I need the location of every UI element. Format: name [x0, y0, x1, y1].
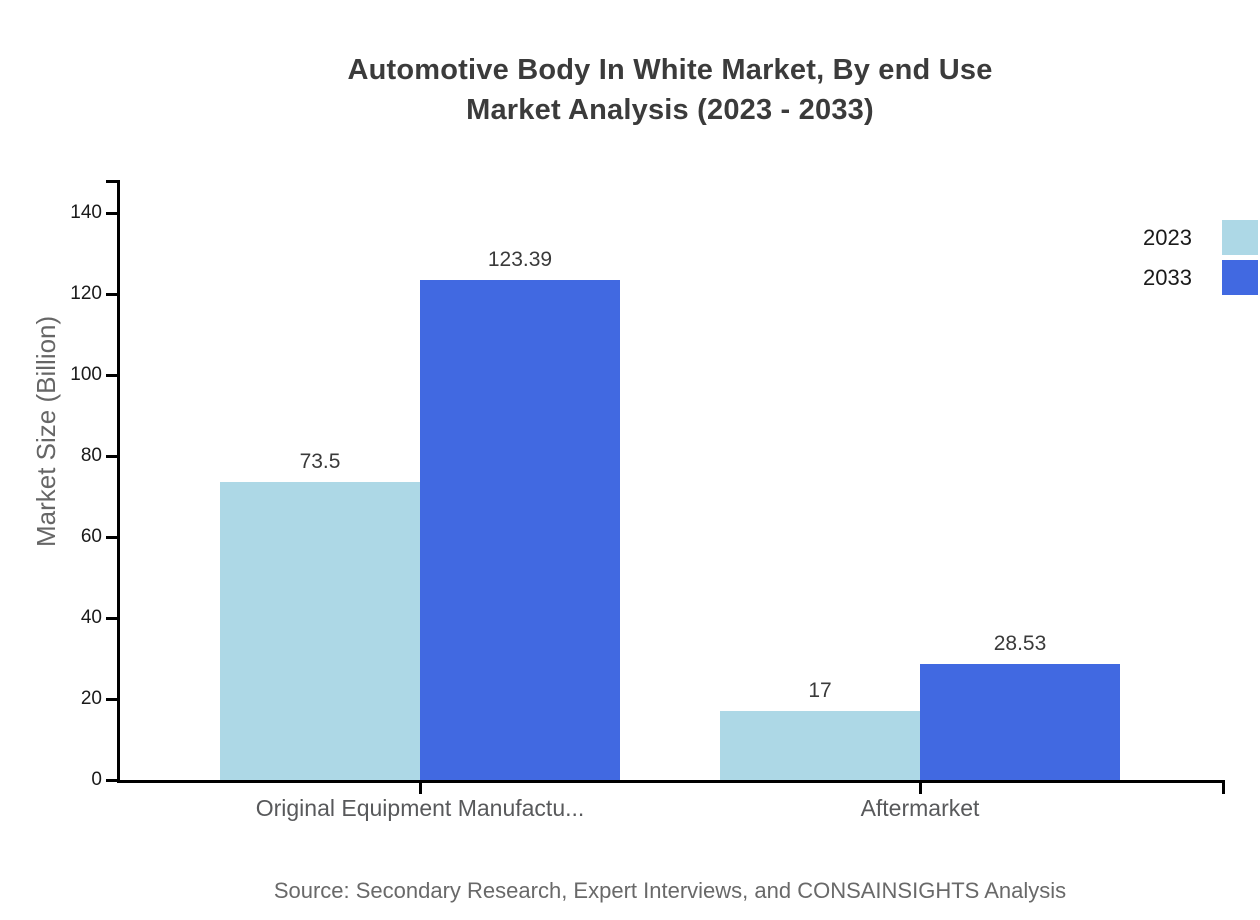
legend-swatch-2023 [1222, 220, 1258, 255]
y-axis-tick [106, 617, 117, 620]
legend-label: 2023 [1143, 225, 1192, 250]
y-axis-tick [106, 374, 117, 377]
y-axis-tick-label: 40 [80, 607, 102, 628]
bar-2023-oem[interactable] [220, 482, 420, 780]
x-axis-end-tick [1222, 783, 1225, 794]
bar-2033-oem[interactable] [420, 280, 620, 780]
bar-value-label: 17 [808, 679, 832, 703]
y-axis-tick-label: 0 [91, 769, 102, 790]
x-axis-line [117, 780, 1225, 783]
y-axis-tick-label: 100 [70, 364, 102, 385]
y-axis-tick [106, 212, 117, 215]
y-axis-tick-label: 80 [80, 445, 102, 466]
y-axis-title: Market Size (Billion) [31, 315, 61, 547]
y-axis-tick [106, 455, 117, 458]
y-axis-tick [106, 293, 117, 296]
y-axis-tick-label: 20 [80, 688, 102, 709]
x-axis-tick [419, 783, 422, 794]
y-axis-tick-label: 140 [70, 202, 102, 223]
y-axis-tick-label: 120 [70, 283, 102, 304]
chart-title-line1: Automotive Body In White Market, By end … [347, 54, 993, 86]
source-note: Source: Secondary Research, Expert Inter… [273, 878, 1067, 903]
y-axis-tick [106, 779, 117, 782]
bar-2033-aftermarket[interactable] [920, 664, 1120, 780]
legend-label: 2033 [1143, 265, 1192, 290]
chart-title-line2: Market Analysis (2023 - 2033) [466, 94, 874, 126]
x-axis-category-label: Original Equipment Manufactu... [255, 795, 585, 821]
bar-value-label: 28.53 [993, 632, 1047, 656]
x-axis-category-label: Aftermarket [860, 795, 980, 821]
bar-value-label: 123.39 [487, 248, 553, 272]
y-axis-tick [106, 698, 117, 701]
bar-2023-aftermarket[interactable] [720, 711, 920, 780]
y-axis-end-tick [106, 180, 117, 183]
y-axis-tick [106, 536, 117, 539]
y-axis-tick-label: 60 [80, 526, 102, 547]
bar-value-label: 73.5 [299, 450, 341, 474]
legend-swatch-2033 [1222, 260, 1258, 295]
y-axis-line [117, 180, 120, 783]
x-axis-tick [919, 783, 922, 794]
chart-title: Automotive Body In White Market, By end … [118, 50, 1222, 130]
